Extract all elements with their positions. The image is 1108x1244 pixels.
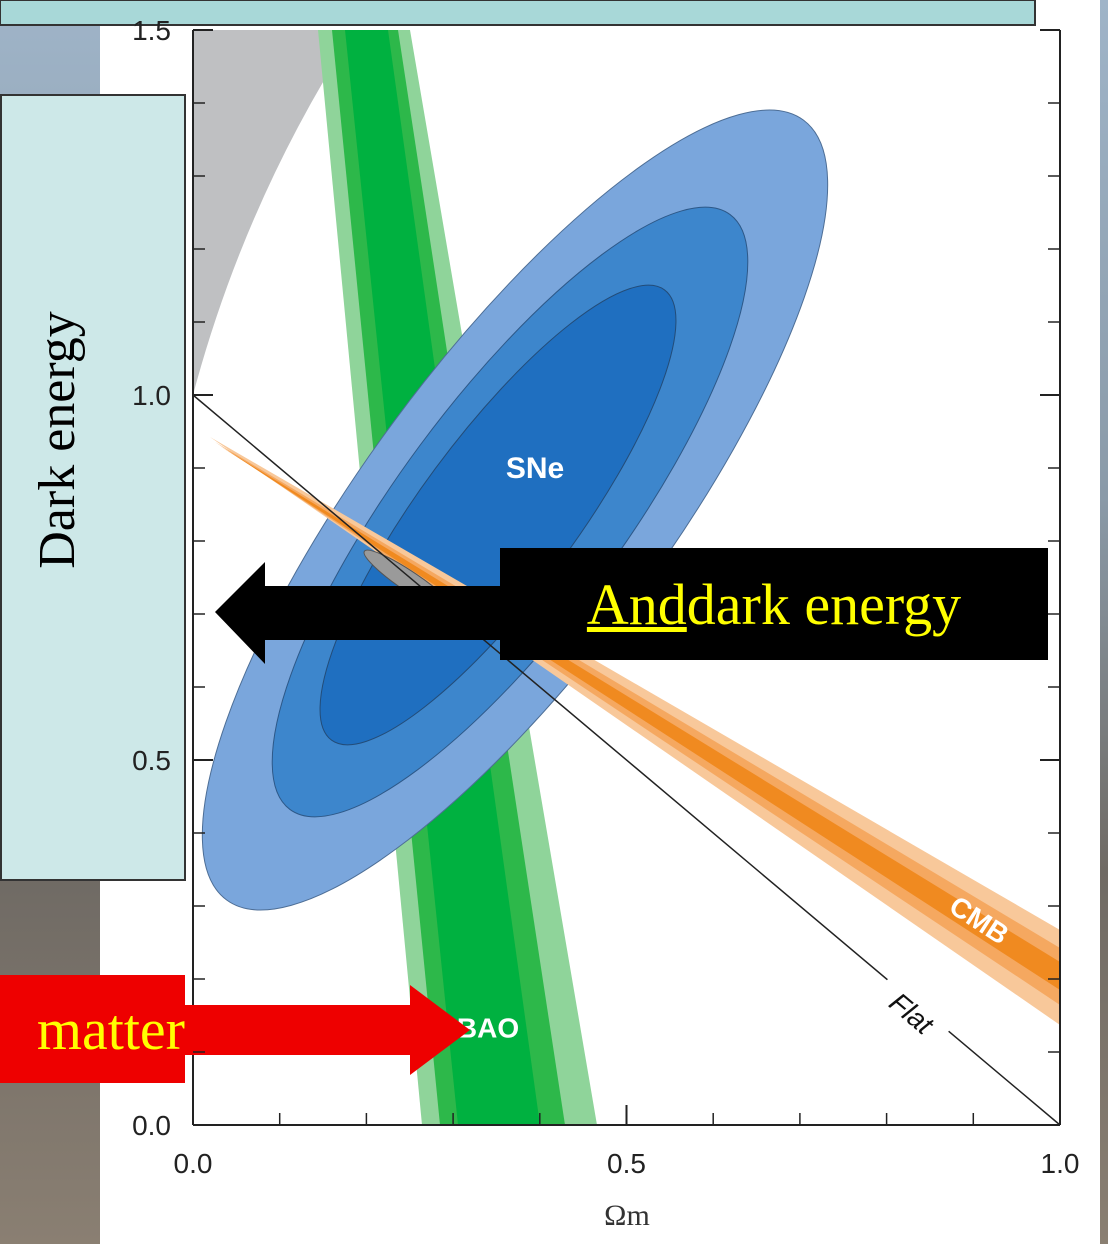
dark-energy-callout: And dark energy bbox=[500, 548, 1048, 660]
y-tick-label: 0.5 bbox=[132, 745, 171, 776]
y-tick-label: 1.0 bbox=[132, 380, 171, 411]
x-tick-label: 0.5 bbox=[607, 1148, 646, 1179]
callout-text: dark energy bbox=[687, 571, 961, 638]
x-tick-label: 1.0 bbox=[1041, 1148, 1080, 1179]
y-tick-label: 1.5 bbox=[132, 15, 171, 46]
page: Dark energy Ωm SNe BAO CMB Flat 0.00.51.… bbox=[0, 0, 1108, 1244]
y-axis-label: Dark energy bbox=[29, 311, 86, 569]
x-tick-label: 0.0 bbox=[174, 1148, 213, 1179]
callout-text: matter bbox=[37, 996, 185, 1063]
x-axis-label: Ωm bbox=[604, 1199, 650, 1232]
y-tick-label: 0.0 bbox=[132, 1110, 171, 1141]
region-label: SNe bbox=[506, 452, 564, 485]
callout-word: And bbox=[587, 571, 687, 638]
matter-callout: matter bbox=[0, 975, 185, 1083]
